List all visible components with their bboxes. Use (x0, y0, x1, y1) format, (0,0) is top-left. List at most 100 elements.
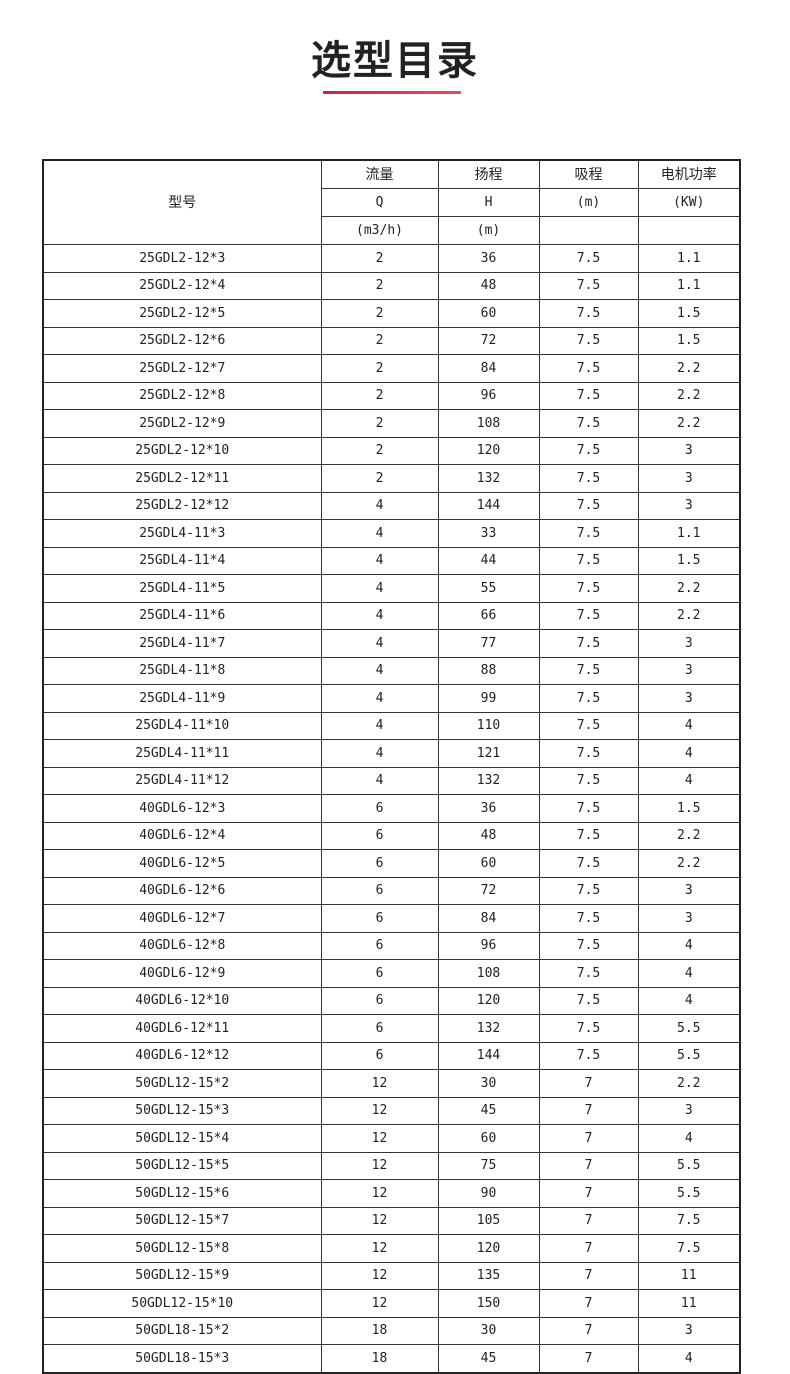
cell-model: 50GDL18-15*2 (42, 1316, 322, 1345)
cell-head: 132 (437, 1014, 540, 1043)
cell-flow: 6 (320, 904, 439, 933)
cell-power: 5.5 (637, 1041, 741, 1070)
cell-model: 25GDL2-12*6 (42, 326, 322, 355)
cell-power: 1.1 (637, 271, 741, 300)
header-power: 电机功率 (637, 159, 741, 189)
cell-model: 40GDL6-12*5 (42, 849, 322, 878)
cell-head: 66 (437, 601, 540, 630)
table-row: 50GDL12-15*10 12 150 7 11 (42, 1289, 741, 1318)
cell-flow: 12 (320, 1206, 439, 1235)
table-row: 50GDL12-15*7 12 105 7 7.5 (42, 1206, 741, 1235)
cell-head: 60 (437, 849, 540, 878)
table-row: 40GDL6-12*7 6 84 7.5 3 (42, 904, 741, 933)
cell-model: 50GDL12-15*4 (42, 1124, 322, 1153)
cell-head: 33 (437, 519, 540, 548)
cell-model: 50GDL12-15*3 (42, 1096, 322, 1125)
cell-head: 36 (437, 794, 540, 823)
cell-suction: 7 (538, 1179, 639, 1208)
cell-suction: 7.5 (538, 464, 639, 493)
cell-flow: 6 (320, 959, 439, 988)
cell-suction: 7.5 (538, 711, 639, 740)
cell-model: 40GDL6-12*10 (42, 986, 322, 1015)
cell-head: 132 (437, 464, 540, 493)
cell-head: 60 (437, 299, 540, 328)
header-flow: 流量 (320, 159, 439, 189)
cell-suction: 7.5 (538, 299, 639, 328)
cell-suction: 7 (538, 1069, 639, 1098)
cell-power: 11 (637, 1289, 741, 1318)
cell-suction: 7.5 (538, 574, 639, 603)
table-row: 25GDL2-12*8 2 96 7.5 2.2 (42, 381, 741, 410)
table-row: 25GDL2-12*6 2 72 7.5 1.5 (42, 326, 741, 355)
cell-flow: 12 (320, 1179, 439, 1208)
cell-flow: 6 (320, 1041, 439, 1070)
cell-power: 5.5 (637, 1179, 741, 1208)
cell-head: 144 (437, 1041, 540, 1070)
cell-head: 45 (437, 1344, 540, 1373)
cell-suction: 7.5 (538, 546, 639, 575)
cell-head: 77 (437, 629, 540, 658)
cell-suction: 7.5 (538, 1014, 639, 1043)
cell-power: 4 (637, 1344, 741, 1373)
cell-flow: 2 (320, 464, 439, 493)
cell-flow: 12 (320, 1151, 439, 1180)
cell-power: 2.2 (637, 849, 741, 878)
cell-flow: 4 (320, 629, 439, 658)
cell-model: 50GDL12-15*9 (42, 1261, 322, 1290)
cell-power: 1.1 (637, 519, 741, 548)
cell-head: 84 (437, 354, 540, 383)
cell-suction: 7.5 (538, 656, 639, 685)
cell-head: 44 (437, 546, 540, 575)
cell-flow: 4 (320, 766, 439, 795)
cell-suction: 7.5 (538, 849, 639, 878)
cell-power: 2.2 (637, 821, 741, 850)
cell-model: 40GDL6-12*9 (42, 959, 322, 988)
cell-suction: 7.5 (538, 904, 639, 933)
cell-model: 25GDL2-12*9 (42, 409, 322, 438)
cell-flow: 6 (320, 931, 439, 960)
cell-suction: 7.5 (538, 354, 639, 383)
cell-model: 40GDL6-12*12 (42, 1041, 322, 1070)
cell-model: 40GDL6-12*4 (42, 821, 322, 850)
cell-head: 135 (437, 1261, 540, 1290)
cell-suction: 7.5 (538, 629, 639, 658)
table-row: 50GDL12-15*2 12 30 7 2.2 (42, 1069, 741, 1098)
cell-model: 25GDL4-11*7 (42, 629, 322, 658)
cell-head: 132 (437, 766, 540, 795)
cell-suction: 7.5 (538, 739, 639, 768)
cell-power: 2.2 (637, 409, 741, 438)
header-row: (m3/h) (m) (43, 216, 741, 245)
selection-table: 型号 流量 扬程 吸程 电机功率 Q H (m) (KW) (m3/h) (m)… (42, 159, 741, 1374)
cell-flow: 2 (320, 354, 439, 383)
page-title: 选型目录 (311, 38, 479, 84)
cell-model: 50GDL12-15*7 (42, 1206, 322, 1235)
cell-flow: 6 (320, 1014, 439, 1043)
cell-power: 3 (637, 1096, 741, 1125)
cell-power: 5.5 (637, 1014, 741, 1043)
cell-head: 121 (437, 739, 540, 768)
cell-power: 2.2 (637, 1069, 741, 1098)
table-row: 25GDL2-12*4 2 48 7.5 1.1 (42, 271, 741, 300)
cell-head: 110 (437, 711, 540, 740)
cell-suction: 7 (538, 1096, 639, 1125)
cell-model: 50GDL12-15*8 (42, 1234, 322, 1263)
cell-head: 99 (437, 684, 540, 713)
cell-flow: 6 (320, 794, 439, 823)
cell-head: 96 (437, 931, 540, 960)
cell-power: 1.1 (637, 244, 741, 273)
cell-flow: 12 (320, 1234, 439, 1263)
table-row: 40GDL6-12*10 6 120 7.5 4 (42, 986, 741, 1015)
cell-flow: 12 (320, 1069, 439, 1098)
table-row: 40GDL6-12*9 6 108 7.5 4 (42, 959, 741, 988)
table-row: 25GDL4-11*12 4 132 7.5 4 (42, 766, 741, 795)
table-row: 50GDL12-15*8 12 120 7 7.5 (42, 1234, 741, 1263)
cell-flow: 4 (320, 656, 439, 685)
cell-head: 120 (437, 986, 540, 1015)
table-row: 25GDL4-11*10 4 110 7.5 4 (42, 711, 741, 740)
cell-model: 50GDL12-15*10 (42, 1289, 322, 1318)
cell-power: 4 (637, 931, 741, 960)
title-underline (323, 91, 461, 94)
cell-head: 108 (437, 409, 540, 438)
cell-flow: 6 (320, 849, 439, 878)
cell-suction: 7.5 (538, 876, 639, 905)
